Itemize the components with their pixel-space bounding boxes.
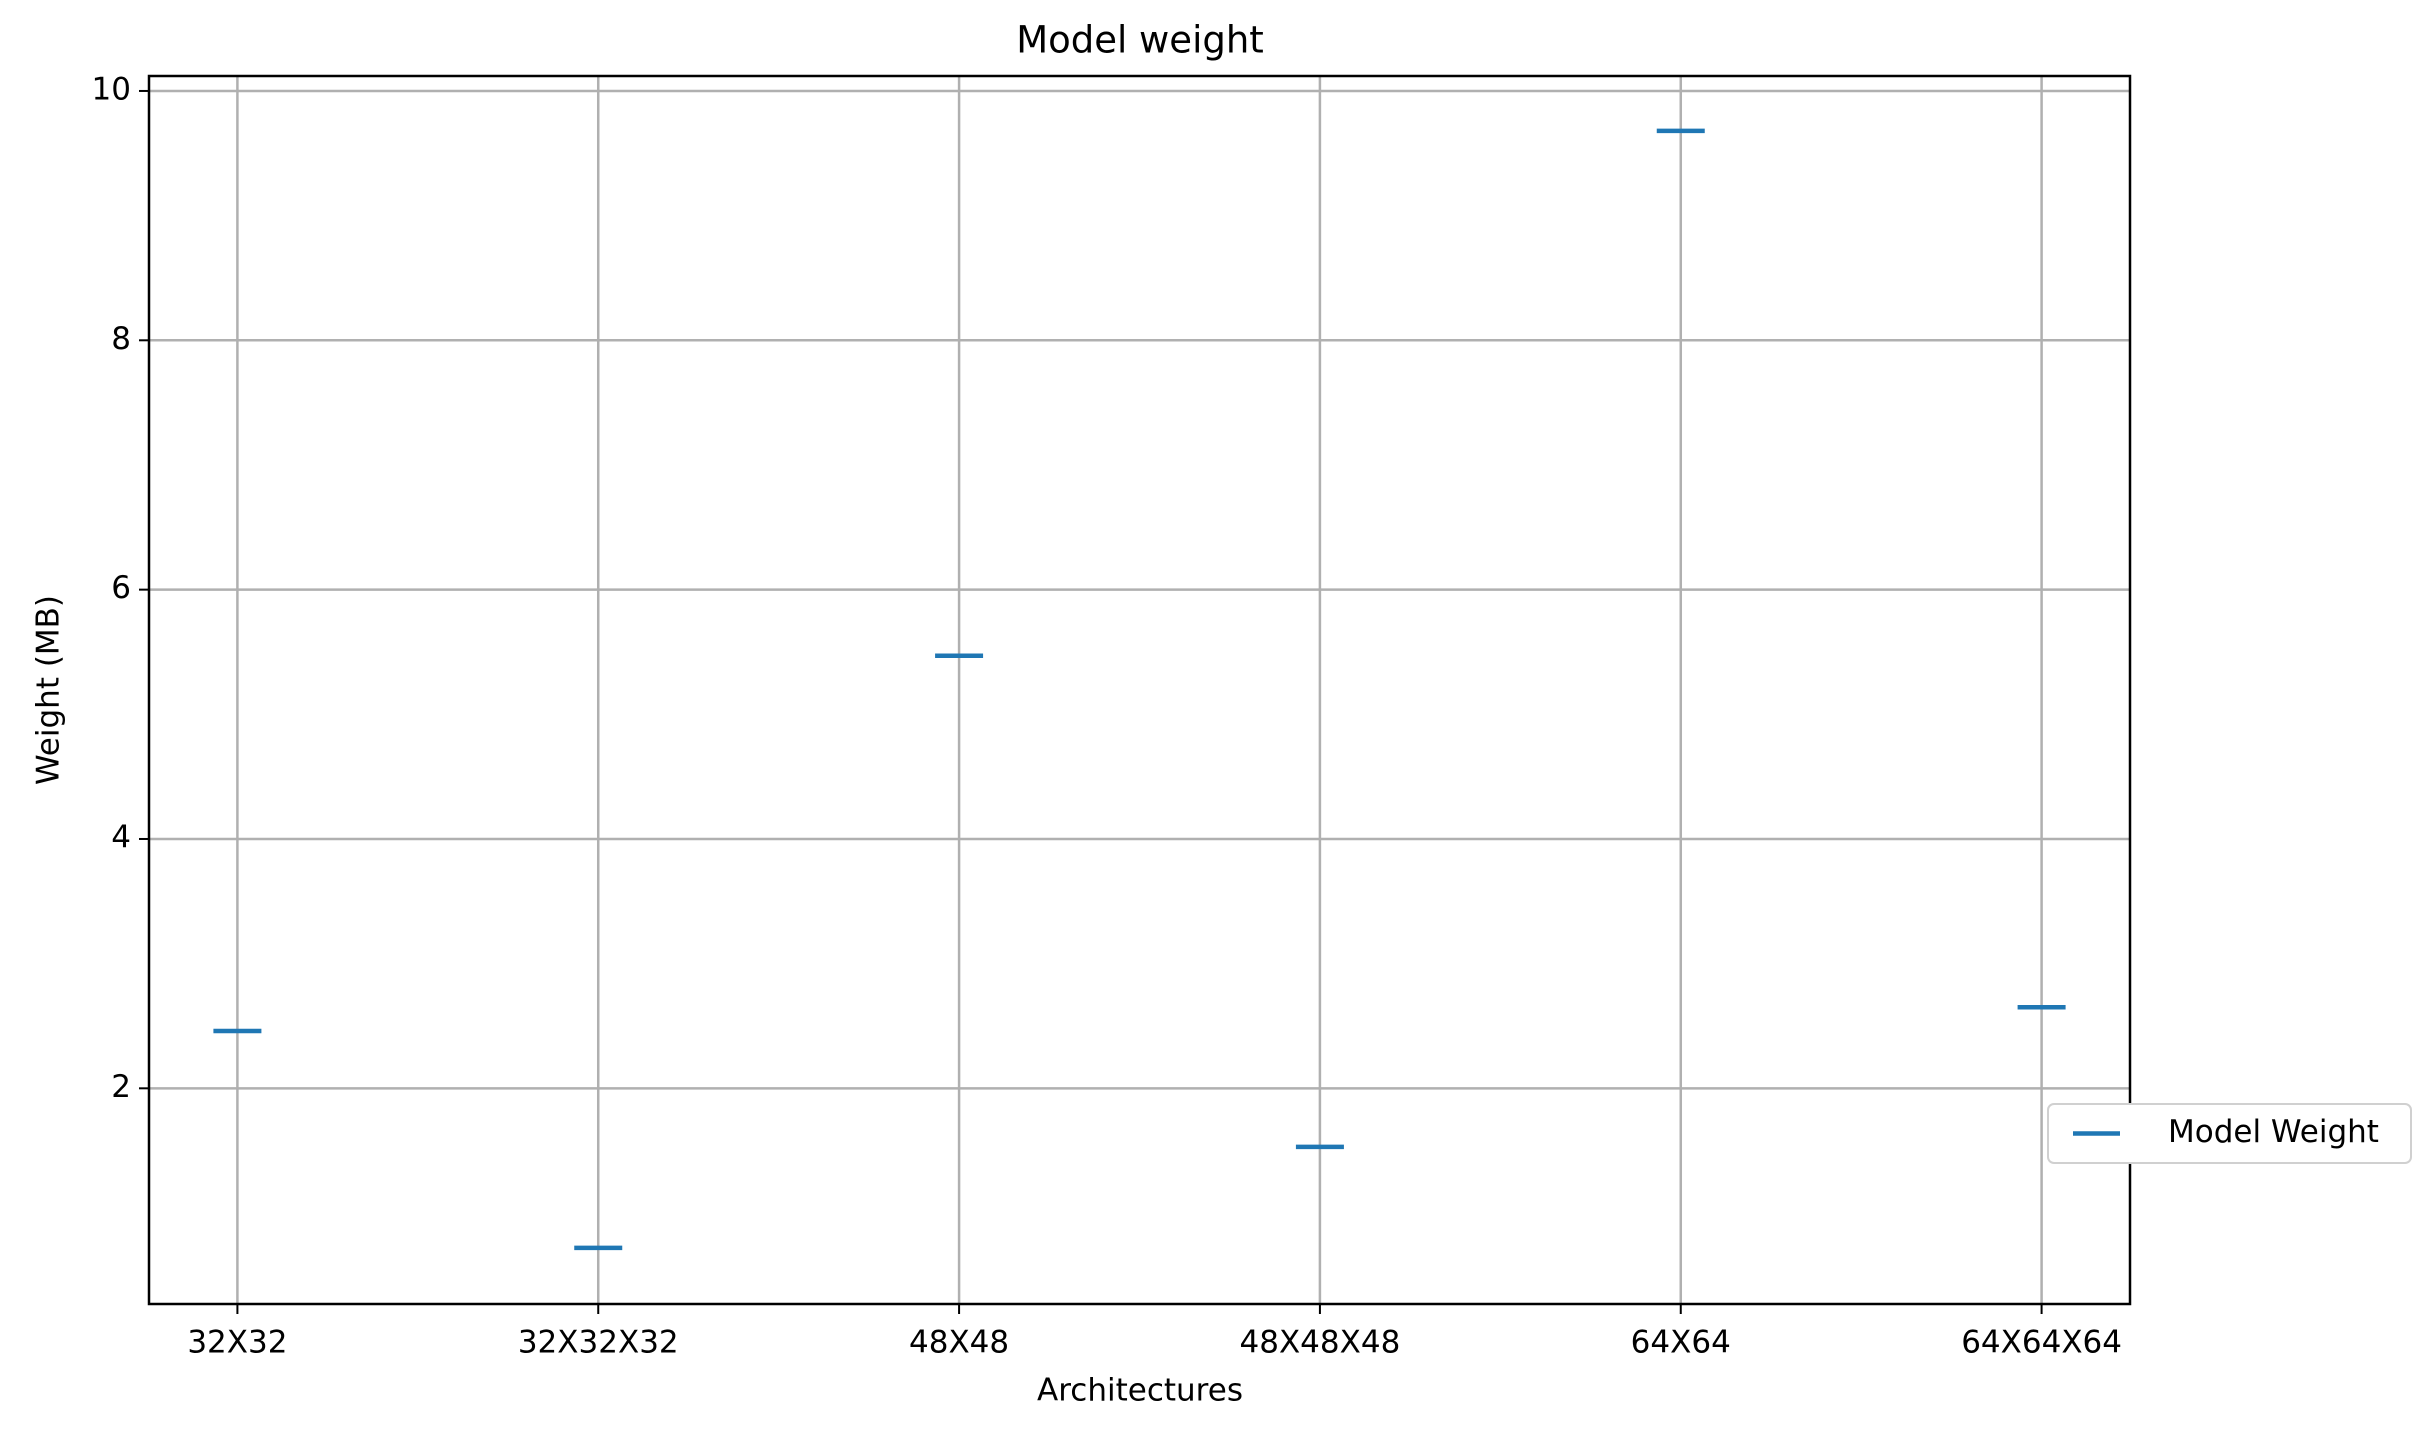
y-tick-label: 6: [111, 570, 131, 606]
y-tick-label: 4: [111, 819, 131, 855]
legend-label: Model Weight: [2168, 1114, 2379, 1150]
y-tick-label: 8: [111, 321, 131, 357]
y-axis-label: Weight (MB): [31, 595, 67, 785]
x-tick-label: 48X48: [909, 1325, 1009, 1361]
plot-frame: [147, 74, 2132, 1306]
x-tick-label: 32X32: [187, 1325, 287, 1361]
x-axis-label: Architectures: [1037, 1373, 1243, 1409]
y-tick-label: 10: [92, 71, 131, 107]
x-tick-label: 64X64: [1631, 1325, 1731, 1361]
legend-box: [2047, 1103, 2412, 1164]
x-tick-label: 32X32X32: [518, 1325, 679, 1361]
x-tick-label: 64X64X64: [1961, 1325, 2122, 1361]
chart-title: Model weight: [1016, 19, 1264, 62]
y-tick-label: 2: [111, 1069, 131, 1105]
x-tick-label: 48X48X48: [1240, 1325, 1401, 1361]
